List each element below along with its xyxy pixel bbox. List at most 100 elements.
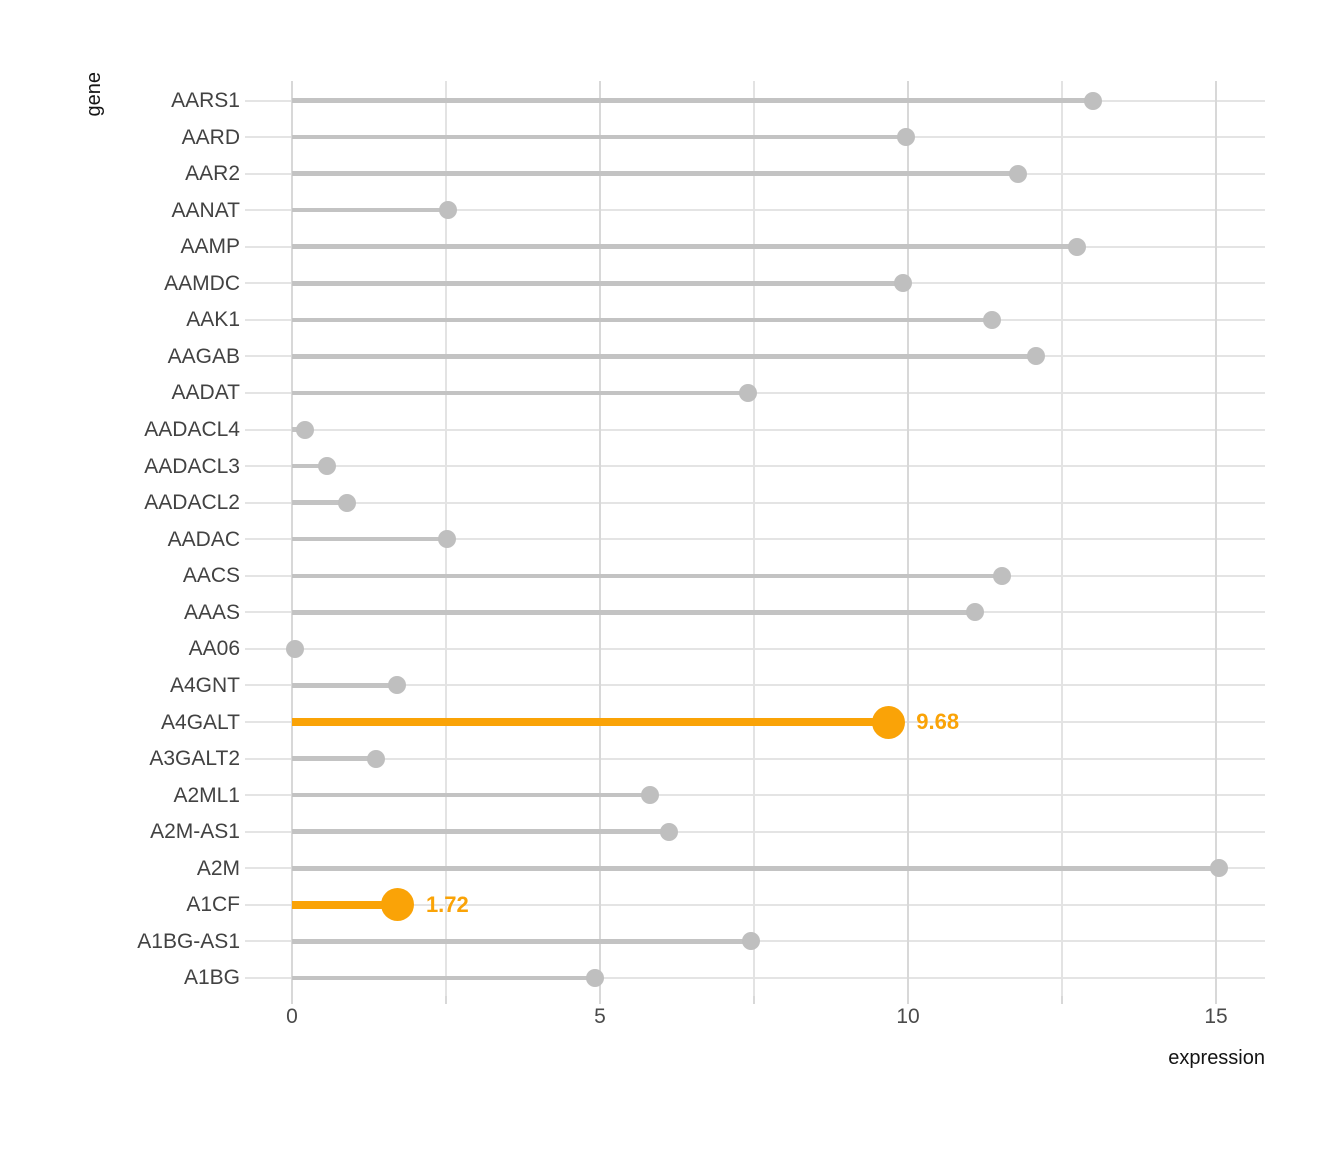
value-label: 9.68 <box>916 709 960 735</box>
row-gridline <box>245 684 1265 687</box>
lollipop-stem <box>292 610 976 615</box>
lollipop-dot <box>738 383 757 402</box>
lollipop-stem <box>292 134 907 140</box>
x-tick-label: 0 <box>286 1005 298 1028</box>
lollipop-stem <box>292 281 904 286</box>
lollipop-stem <box>292 683 397 688</box>
x-axis-tick <box>1061 996 1063 1004</box>
lollipop-stem <box>292 354 1037 359</box>
lollipop-dot <box>1009 164 1028 183</box>
row-gridline <box>245 501 1265 504</box>
row-gridline <box>245 428 1265 431</box>
gene-label: AAGAB <box>167 344 240 368</box>
x-gridline-major <box>1215 81 1217 996</box>
x-gridline-major <box>599 81 601 996</box>
lollipop-stem <box>292 207 448 213</box>
lollipop-dot <box>286 639 305 658</box>
lollipop-stem <box>292 939 751 944</box>
row-gridline <box>245 538 1265 541</box>
gene-label: A1BG-AS1 <box>137 929 240 953</box>
lollipop-dot <box>1067 237 1086 256</box>
lollipop-stem-highlighted <box>292 901 398 909</box>
x-gridline-minor <box>753 81 755 996</box>
row-gridline <box>245 903 1265 906</box>
x-axis-tick <box>291 996 293 1004</box>
x-axis-tick <box>445 996 447 1004</box>
lollipop-dot <box>1210 859 1229 878</box>
gene-label: AADACL2 <box>144 491 240 515</box>
lollipop-dot <box>741 932 760 951</box>
gene-label: AAAS <box>183 600 240 624</box>
gene-label: A2ML1 <box>173 783 240 807</box>
x-axis-tick <box>907 996 909 1004</box>
gene-label: A2M <box>196 856 240 880</box>
x-gridline-major <box>907 81 909 996</box>
gene-label: A2M-AS1 <box>150 820 240 844</box>
lollipop-dot <box>894 274 913 293</box>
gene-label: A1BG <box>183 966 240 990</box>
lollipop-dot <box>897 128 916 147</box>
lollipop-stem <box>292 573 1003 579</box>
gene-label: AAR2 <box>185 162 240 186</box>
lollipop-dot <box>586 968 605 987</box>
gene-label: A4GALT <box>161 710 240 734</box>
x-gridline-minor <box>1061 81 1063 996</box>
lollipop-stem <box>292 975 596 981</box>
gene-label: A1CF <box>186 893 240 917</box>
gene-label: AAMDC <box>164 271 240 295</box>
lollipop-stem <box>292 317 992 323</box>
lollipop-stem <box>292 756 376 761</box>
lollipop-dot <box>366 749 385 768</box>
lollipop-stem <box>292 866 1220 871</box>
gene-label: AAMP <box>180 235 240 259</box>
x-axis-title: expression <box>1168 1047 1265 1069</box>
lollipop-stem <box>292 792 650 798</box>
x-tick-label: 15 <box>1204 1005 1228 1028</box>
gene-label: AAK1 <box>186 308 240 332</box>
x-axis-tick <box>599 996 601 1004</box>
value-label: 1.72 <box>425 891 469 917</box>
lollipop-stem <box>292 463 328 469</box>
gene-label: AADACL3 <box>144 454 240 478</box>
lollipop-dot <box>387 676 406 695</box>
row-gridline <box>245 757 1265 760</box>
lollipop-stem <box>292 390 748 396</box>
lollipop-dot <box>640 786 659 805</box>
lollipop-stem <box>292 536 448 542</box>
lollipop-dot <box>659 822 678 841</box>
gene-label: AARD <box>181 125 240 149</box>
gene-label: AA06 <box>188 637 240 661</box>
lollipop-dot <box>993 566 1012 585</box>
lollipop-dot <box>1027 347 1046 366</box>
gene-label: AANAT <box>171 198 240 222</box>
gene-label: AARS1 <box>171 89 240 112</box>
lollipop-stem <box>292 171 1019 176</box>
row-gridline <box>245 647 1265 650</box>
row-gridline <box>245 976 1265 979</box>
gene-label: AADAC <box>167 527 240 551</box>
gene-label: AADAT <box>171 381 240 405</box>
lollipop-dot <box>318 457 337 476</box>
lollipop-dot <box>438 201 457 220</box>
gene-label: A4GNT <box>169 673 240 697</box>
lollipop-dot-highlighted <box>871 705 905 739</box>
lollipop-dot <box>337 493 356 512</box>
x-tick-label: 10 <box>896 1005 920 1028</box>
gene-label: A3GALT2 <box>149 747 240 771</box>
x-axis-tick <box>753 996 755 1004</box>
lollipop-dot <box>982 310 1001 329</box>
lollipop-stem <box>292 500 347 505</box>
lollipop-dot <box>295 420 314 439</box>
row-gridline <box>245 209 1265 212</box>
lollipop-dot <box>1083 91 1102 110</box>
row-gridline <box>245 830 1265 833</box>
x-axis-tick <box>1215 996 1217 1004</box>
gene-label: AACS <box>182 564 240 588</box>
lollipop-stem <box>292 244 1077 249</box>
row-gridline <box>245 794 1265 797</box>
lollipop-stem <box>292 829 669 834</box>
lollipop-stem-highlighted <box>292 718 889 726</box>
lollipop-dot-highlighted <box>381 888 415 922</box>
gene-label: AADACL4 <box>144 418 240 442</box>
